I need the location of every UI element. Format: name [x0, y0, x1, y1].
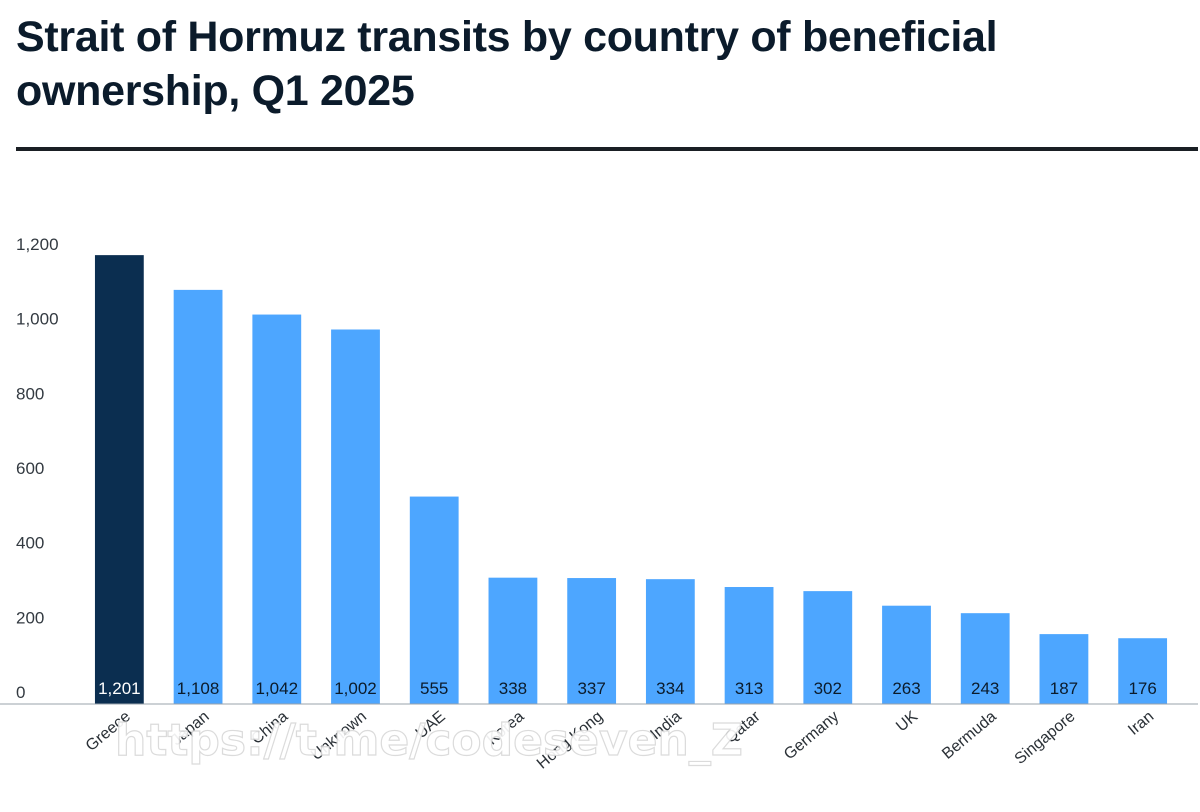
bars: [94, 255, 1168, 704]
bar: [252, 314, 302, 704]
bar: [645, 579, 695, 704]
watermark: https://t.me/codeseven_Z: [115, 715, 743, 766]
y-tick-label: 1,000: [16, 310, 59, 329]
bar: [567, 578, 617, 704]
bar-value-label: 1,201: [98, 679, 141, 698]
x-tick-label: Bermuda: [939, 708, 1000, 763]
bar-value-label: 302: [814, 679, 842, 698]
title-divider: [16, 147, 1198, 151]
bar-value-label: 334: [656, 679, 684, 698]
bar: [803, 591, 853, 704]
bar: [960, 613, 1010, 704]
x-tick-label: Germany: [781, 708, 842, 763]
y-tick-label: 800: [16, 384, 44, 403]
bar: [882, 605, 931, 704]
y-tick-label: 200: [16, 608, 44, 627]
bar: [1039, 634, 1089, 704]
x-tick-label: Iran: [1125, 708, 1157, 739]
bar: [724, 587, 774, 704]
bar-value-label: 187: [1050, 679, 1078, 698]
bar-value-label: 1,002: [334, 679, 377, 698]
bar-value-label: 555: [420, 679, 448, 698]
bar-value-label: 338: [499, 679, 527, 698]
data-labels: 1,201 1,108 1,042 1,002 555 338 337 334 313 302 26…: [98, 679, 1157, 698]
x-tick-label: UK: [893, 708, 921, 736]
x-tick-label: Singapore: [1012, 708, 1079, 768]
chart-title: Strait of Hormuz transits by country of …: [16, 13, 998, 115]
bar: [331, 329, 380, 704]
bar-value-label: 313: [735, 679, 763, 698]
bar-value-label: 337: [577, 679, 605, 698]
bar: [409, 496, 459, 704]
y-tick-label: 600: [16, 459, 44, 478]
bar-value-label: 263: [892, 679, 920, 698]
bar: [488, 577, 538, 704]
y-tick-label: 400: [16, 534, 44, 553]
bar: [94, 255, 144, 704]
y-tick-label: 0: [16, 683, 25, 702]
y-axis: 0 200 400 600 800 1,000 1,200: [16, 235, 59, 702]
bar: [173, 289, 223, 704]
bar-value-label: 176: [1128, 679, 1156, 698]
bar-value-label: 1,042: [256, 679, 299, 698]
bar-value-label: 1,108: [177, 679, 220, 698]
bar: [1118, 638, 1168, 704]
y-tick-label: 1,200: [16, 235, 59, 254]
bar-value-label: 243: [971, 679, 999, 698]
